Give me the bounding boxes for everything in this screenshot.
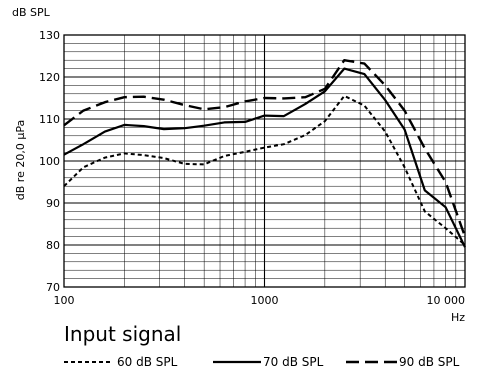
legend-label-70-dbspl: 70 dB SPL — [263, 355, 324, 369]
x-tick-label: 100 — [54, 294, 75, 307]
y-tick-label: 130 — [39, 29, 60, 42]
y-tick-label: 100 — [39, 155, 60, 168]
y-tick-label: 90 — [46, 197, 60, 210]
x-tick-labels: 100 1000 10 000 — [54, 294, 466, 307]
legend-label-90-dbspl: 90 dB SPL — [399, 355, 460, 369]
y-tick-labels: 70 80 90 100 110 120 130 — [39, 29, 60, 294]
x-unit-label: Hz — [451, 311, 465, 324]
grid-lines — [64, 34, 465, 288]
y-tick-label: 80 — [46, 239, 60, 252]
x-tick-label: 10 000 — [427, 294, 466, 307]
y-tick-label: 70 — [46, 281, 60, 294]
y-axis-label: dB re 20,0 µPa — [14, 120, 27, 200]
x-tick-label: 1000 — [251, 294, 279, 307]
series-line-70-db-spl — [63, 67, 466, 248]
y-tick-label: 120 — [39, 71, 60, 84]
series-line-60-db-spl — [63, 94, 466, 246]
y-tick-label: 110 — [39, 113, 60, 126]
legend-title: Input signal — [64, 322, 181, 346]
legend-label-60-dbspl: 60 dB SPL — [117, 355, 178, 369]
y-unit-label: dB SPL — [12, 6, 51, 19]
series-line-90-db-spl — [63, 59, 467, 238]
plot-frame — [63, 34, 466, 288]
legend: 60 dB SPL 70 dB SPL 90 dB SPL — [64, 355, 460, 369]
series-lines — [63, 59, 467, 248]
